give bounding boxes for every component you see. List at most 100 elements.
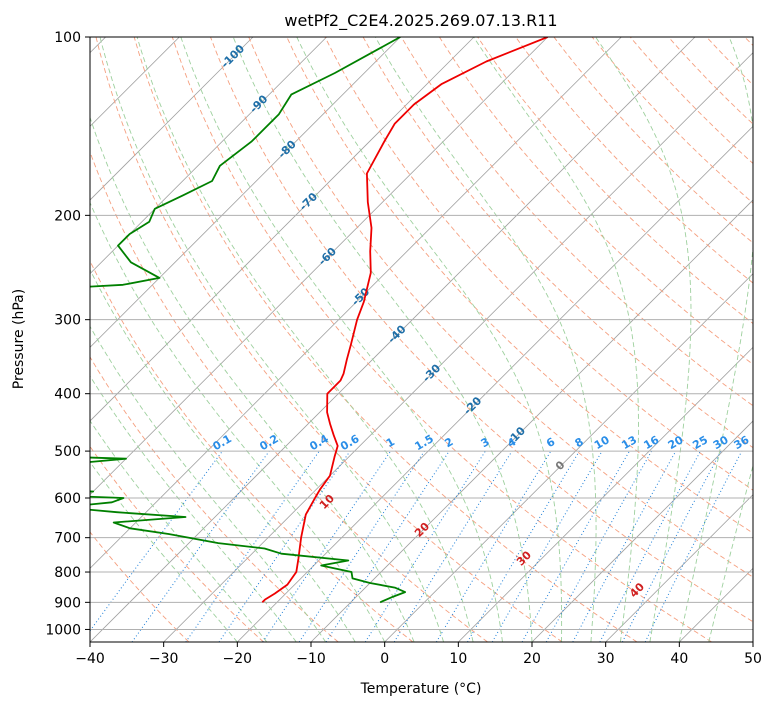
mixing-ratio-line bbox=[218, 450, 351, 642]
dry-adiabat-line bbox=[477, 37, 753, 325]
mixing-ratio-line bbox=[521, 450, 630, 642]
isotherm-line bbox=[752, 641, 753, 642]
isotherm-label: -80 bbox=[276, 138, 299, 161]
mixing-ratio-line bbox=[364, 450, 486, 642]
dry-adiabat-line bbox=[171, 37, 712, 642]
moist-adiabat-line bbox=[296, 37, 563, 642]
dry-adiabat-line bbox=[248, 37, 753, 578]
mixing-ratio-label: 20 bbox=[666, 433, 686, 452]
isotherm-line bbox=[458, 346, 753, 642]
dry-adiabat-line bbox=[133, 37, 638, 642]
moist-adiabat-line bbox=[90, 461, 238, 642]
moist-adiabat-line bbox=[90, 375, 297, 642]
dry-adiabat-line bbox=[668, 37, 753, 125]
plot-frame bbox=[89, 36, 754, 643]
moist-adiabat-line bbox=[232, 37, 533, 642]
mixing-ratio-line bbox=[131, 450, 270, 642]
dry-adiabat-line bbox=[90, 259, 414, 642]
x-axis-label: Temperature (°C) bbox=[360, 681, 482, 697]
dry-adiabat-line bbox=[90, 531, 190, 642]
dry-adiabat-line bbox=[95, 37, 563, 642]
x-tick-label: 10 bbox=[449, 651, 467, 667]
moist-adiabat-line bbox=[136, 37, 474, 642]
mixing-ratio-lines bbox=[90, 450, 743, 642]
dry-adiabat-line bbox=[439, 37, 753, 365]
mixing-ratio-label: 36 bbox=[732, 433, 752, 452]
y-tick-label: 300 bbox=[54, 313, 81, 329]
moist-adiabat-line bbox=[180, 37, 503, 642]
dry-adiabat-line bbox=[90, 150, 488, 642]
dry-adiabat-lines bbox=[90, 37, 753, 642]
x-tick-label: 30 bbox=[597, 651, 615, 667]
x-tick-label: −20 bbox=[223, 651, 253, 667]
isotherm-line bbox=[90, 37, 548, 496]
isotherm-lines bbox=[90, 37, 753, 642]
moist-adiabat-line bbox=[678, 37, 753, 642]
mixing-ratio-line bbox=[621, 450, 722, 642]
y-tick-label: 700 bbox=[54, 531, 81, 547]
profile-series bbox=[90, 37, 549, 604]
moist-adiabat-line bbox=[99, 37, 445, 642]
x-tick-label: 20 bbox=[523, 651, 541, 667]
isotherm-label: -50 bbox=[349, 285, 372, 308]
moist-adiabat-line bbox=[90, 116, 415, 642]
dry-adiabat-line bbox=[400, 37, 753, 407]
mixing-ratio-line bbox=[90, 450, 223, 632]
mixing-ratio-label: 13 bbox=[619, 433, 639, 452]
mixing-ratio-label: 1 bbox=[384, 435, 397, 450]
axes: −40 −30 −20 −10 0 10 20 30 40 5010020030040050060… bbox=[45, 30, 762, 667]
isotherm-zero-label: 0 bbox=[553, 458, 568, 473]
moist-adiabat-line bbox=[374, 37, 597, 642]
isotherm-label: -90 bbox=[247, 92, 270, 115]
y-tick-label: 900 bbox=[54, 595, 81, 611]
isotherm-line bbox=[90, 37, 622, 569]
isotherm-label: -40 bbox=[385, 322, 408, 345]
moist-adiabat-line bbox=[595, 37, 692, 642]
moist-adiabat-lines bbox=[90, 37, 753, 642]
dry-adiabat-line bbox=[744, 37, 753, 47]
y-axis-label: Pressure (hPa) bbox=[11, 289, 27, 389]
isotherm-label: -70 bbox=[297, 190, 320, 213]
mixing-ratio-label: 10 bbox=[592, 433, 612, 452]
y-tick-label: 500 bbox=[54, 444, 81, 460]
mixing-ratio-label: 0.6 bbox=[338, 432, 362, 453]
mixing-ratio-line bbox=[393, 450, 513, 642]
dry-adiabat-line bbox=[286, 37, 753, 534]
mixing-ratio-line bbox=[599, 450, 701, 642]
mixing-ratio-label: 25 bbox=[690, 433, 710, 452]
dry-adiabat-line bbox=[553, 37, 753, 244]
moist-adiabat-line bbox=[90, 419, 268, 642]
x-tick-label: 40 bbox=[670, 651, 688, 667]
isotherm-line bbox=[163, 52, 753, 642]
isotherm-line bbox=[90, 37, 254, 201]
isotherm-line bbox=[679, 567, 753, 642]
x-tick-label: 0 bbox=[380, 651, 389, 667]
isotherm-line bbox=[310, 199, 753, 642]
isotherm-line bbox=[531, 420, 753, 642]
chart-title: wetPf2_C2E4.2025.269.07.13.R11 bbox=[284, 11, 557, 31]
isotherm-line bbox=[237, 125, 753, 642]
moist-adiabat-line bbox=[708, 463, 753, 642]
moist-adiabat-line bbox=[90, 201, 386, 642]
y-tick-label: 1000 bbox=[45, 622, 81, 638]
dry-adiabat-label: 30 bbox=[514, 548, 534, 568]
x-tick-label: −10 bbox=[296, 651, 326, 667]
isotherm-line bbox=[90, 37, 696, 642]
mixing-ratio-line bbox=[467, 450, 580, 642]
mixing-ratio-line bbox=[644, 450, 743, 642]
mixing-ratio-label: 3 bbox=[479, 435, 492, 450]
mixing-ratio-label: 16 bbox=[641, 433, 661, 452]
isotherm-line bbox=[605, 494, 753, 642]
mixing-ratio-label: 0.4 bbox=[307, 432, 331, 453]
dry-adiabat-line bbox=[210, 37, 753, 623]
isotherm-label: -100 bbox=[219, 42, 248, 71]
isotherm-line bbox=[90, 37, 475, 422]
y-tick-label: 800 bbox=[54, 565, 81, 581]
mixing-ratio-label: 30 bbox=[711, 433, 731, 452]
dry-adiabat-line bbox=[591, 37, 753, 204]
y-tick-label: 600 bbox=[54, 491, 81, 507]
y-tick-label: 400 bbox=[54, 387, 81, 403]
moist-adiabat-line bbox=[90, 268, 356, 642]
mixing-ratio-label: 6 bbox=[544, 435, 557, 450]
